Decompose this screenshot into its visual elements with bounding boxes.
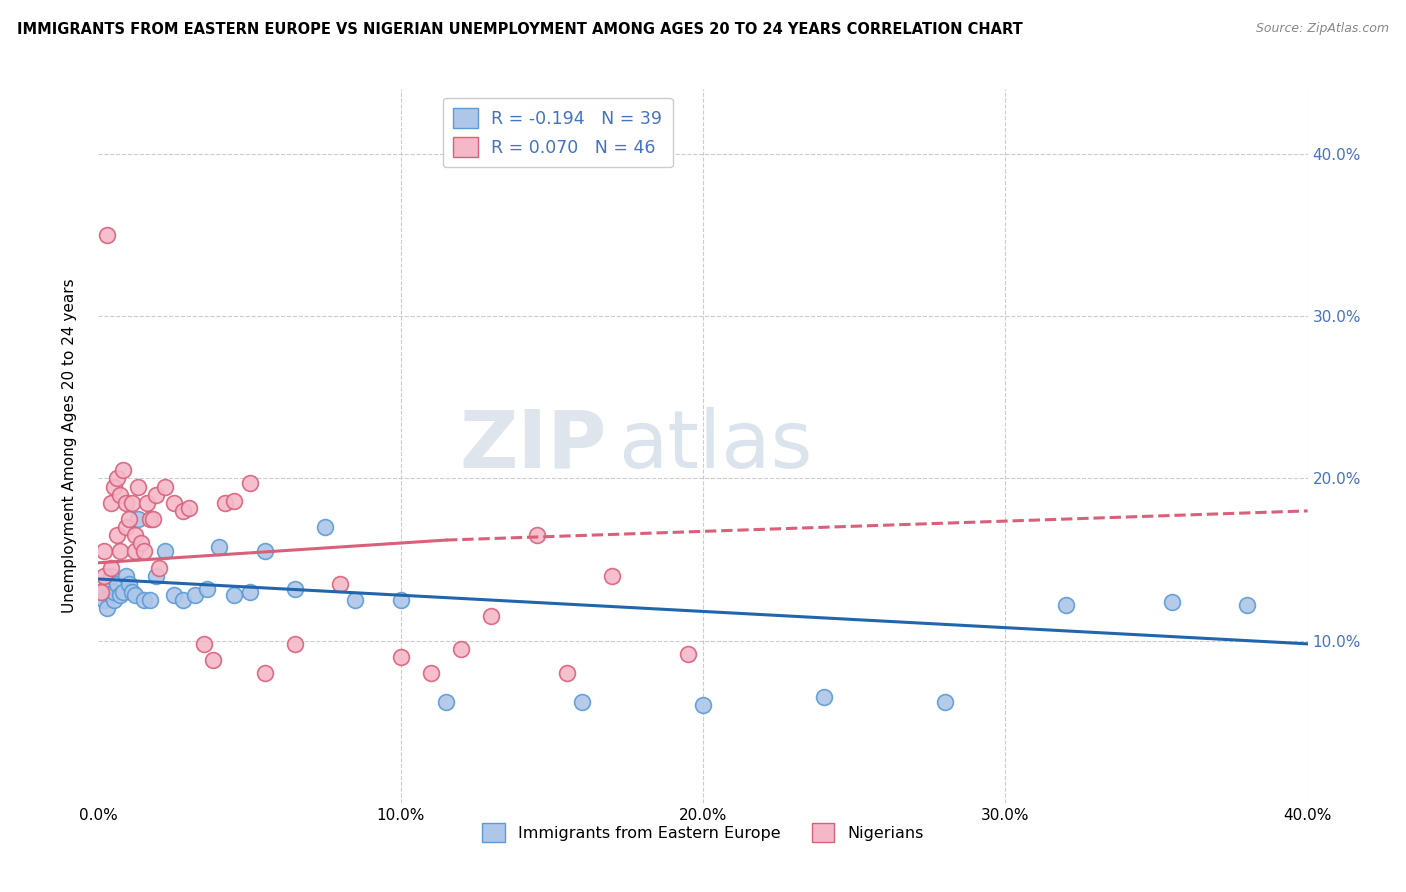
Point xyxy=(127,512,149,526)
Point xyxy=(329,577,352,591)
Point xyxy=(676,647,699,661)
Point xyxy=(129,536,152,550)
Point xyxy=(142,512,165,526)
Point xyxy=(202,653,225,667)
Point xyxy=(114,568,136,582)
Point xyxy=(124,544,146,558)
Point xyxy=(121,585,143,599)
Point xyxy=(172,593,194,607)
Point xyxy=(93,568,115,582)
Point xyxy=(127,479,149,493)
Point xyxy=(314,520,336,534)
Point xyxy=(179,500,201,515)
Point xyxy=(163,496,186,510)
Point xyxy=(93,544,115,558)
Point xyxy=(692,698,714,713)
Legend: Immigrants from Eastern Europe, Nigerians: Immigrants from Eastern Europe, Nigerian… xyxy=(477,817,929,848)
Point xyxy=(481,609,503,624)
Point xyxy=(389,649,412,664)
Point xyxy=(103,479,125,493)
Point xyxy=(1236,598,1258,612)
Point xyxy=(434,695,457,709)
Point xyxy=(111,585,134,599)
Point xyxy=(121,496,143,510)
Point xyxy=(139,593,162,607)
Point xyxy=(124,588,146,602)
Point xyxy=(284,582,307,596)
Point xyxy=(114,520,136,534)
Point xyxy=(135,496,157,510)
Point xyxy=(148,560,170,574)
Point xyxy=(344,593,367,607)
Point xyxy=(100,496,122,510)
Point xyxy=(389,593,412,607)
Point xyxy=(555,666,578,681)
Point xyxy=(105,577,128,591)
Point xyxy=(114,496,136,510)
Point xyxy=(526,528,548,542)
Point xyxy=(224,588,246,602)
Point xyxy=(1054,598,1077,612)
Point xyxy=(145,568,167,582)
Point xyxy=(253,544,276,558)
Point xyxy=(813,690,835,705)
Text: ZIP: ZIP xyxy=(458,407,606,485)
Point xyxy=(118,577,141,591)
Point xyxy=(571,695,593,709)
Text: atlas: atlas xyxy=(619,407,813,485)
Point xyxy=(105,528,128,542)
Point xyxy=(602,568,624,582)
Point xyxy=(100,568,122,582)
Point xyxy=(284,637,307,651)
Point xyxy=(214,496,236,510)
Point xyxy=(934,695,956,709)
Point xyxy=(118,512,141,526)
Point xyxy=(145,488,167,502)
Point xyxy=(239,585,262,599)
Point xyxy=(132,544,155,558)
Point xyxy=(184,588,207,602)
Point xyxy=(163,588,186,602)
Point xyxy=(93,593,115,607)
Point xyxy=(103,585,125,599)
Point xyxy=(111,463,134,477)
Point xyxy=(450,641,472,656)
Point xyxy=(195,582,218,596)
Point xyxy=(108,488,131,502)
Point xyxy=(105,471,128,485)
Y-axis label: Unemployment Among Ages 20 to 24 years: Unemployment Among Ages 20 to 24 years xyxy=(62,278,77,614)
Point xyxy=(1160,595,1182,609)
Point xyxy=(208,540,231,554)
Text: Source: ZipAtlas.com: Source: ZipAtlas.com xyxy=(1256,22,1389,36)
Point xyxy=(420,666,443,681)
Point xyxy=(153,479,176,493)
Point xyxy=(96,577,118,591)
Point xyxy=(224,494,246,508)
Point xyxy=(153,544,176,558)
Point xyxy=(103,593,125,607)
Point xyxy=(139,512,162,526)
Point xyxy=(96,228,118,243)
Point xyxy=(132,593,155,607)
Point xyxy=(108,544,131,558)
Point xyxy=(96,601,118,615)
Point xyxy=(193,637,215,651)
Point xyxy=(253,666,276,681)
Point xyxy=(90,585,112,599)
Point xyxy=(100,560,122,574)
Point xyxy=(90,585,112,599)
Text: IMMIGRANTS FROM EASTERN EUROPE VS NIGERIAN UNEMPLOYMENT AMONG AGES 20 TO 24 YEAR: IMMIGRANTS FROM EASTERN EUROPE VS NIGERI… xyxy=(17,22,1022,37)
Point xyxy=(124,528,146,542)
Point xyxy=(108,588,131,602)
Point xyxy=(172,504,194,518)
Point xyxy=(239,476,262,491)
